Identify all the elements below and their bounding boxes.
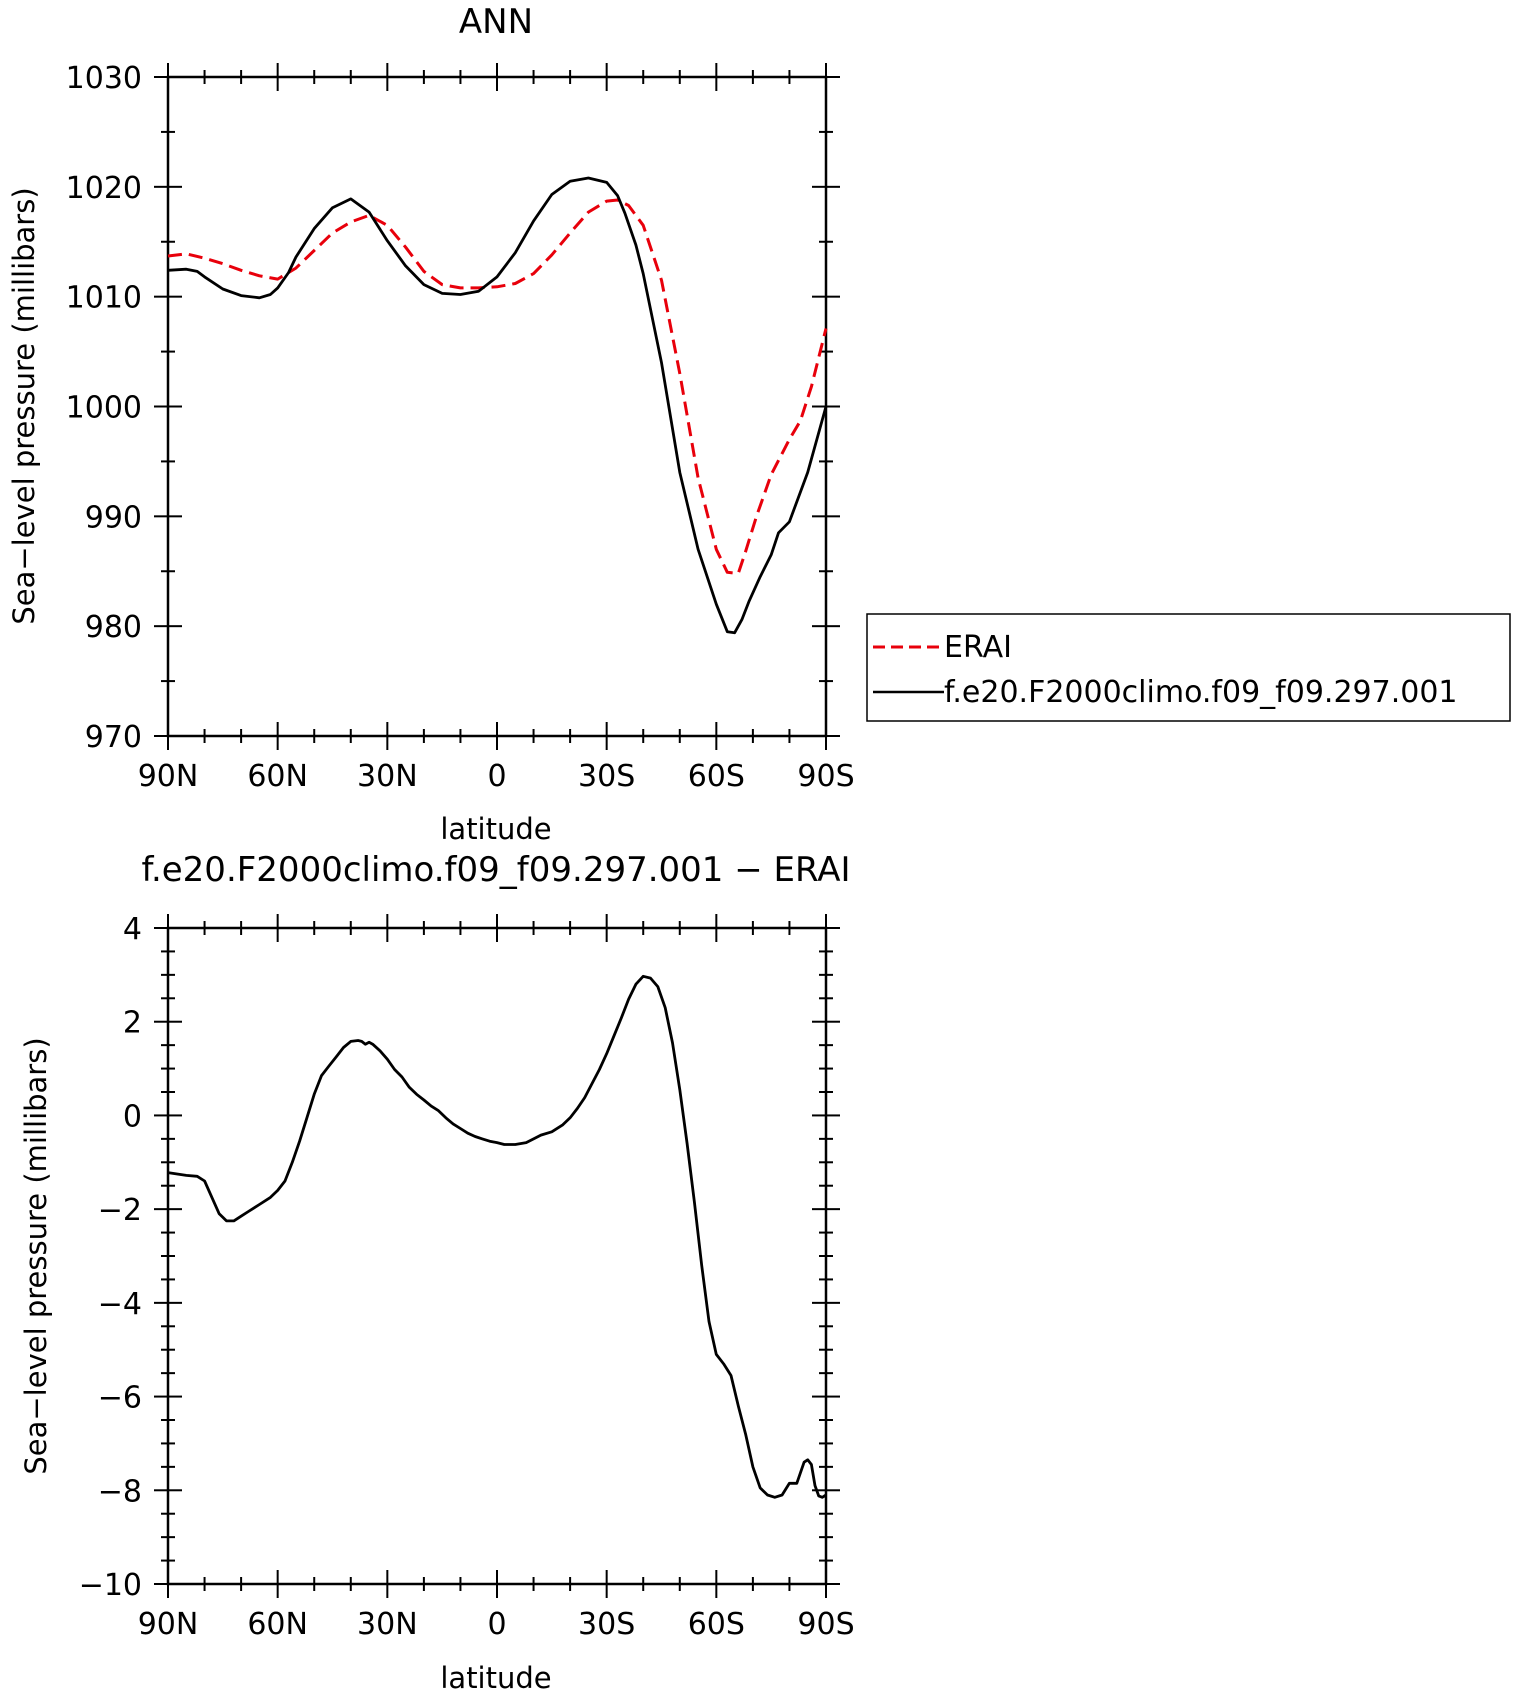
y-tick-label: 970 [85,720,142,755]
y-tick-label: 0 [123,1099,142,1134]
x-tick-label: 30N [357,759,418,794]
legend-label-model: f.e20.F2000climo.f09_f09.297.001 [944,675,1458,710]
y-axis-label: Sea−level pressure (millibars) [19,1037,53,1474]
y-tick-label: 1000 [66,391,142,426]
y-tick-label: −2 [98,1193,142,1228]
chart-title: f.e20.F2000climo.f09_f09.297.001 − ERAI [141,850,850,890]
y-tick-label: 1020 [66,171,142,206]
y-tick-label: 990 [85,500,142,535]
x-tick-label: 90N [138,1607,199,1642]
plot-frame [166,75,828,738]
panel-bottom: f.e20.F2000climo.f09_f09.297.001 − ERAI … [19,850,855,1693]
y-axis-label: Sea−level pressure (millibars) [7,187,41,624]
legend: ERAI f.e20.F2000climo.f09_f09.297.001 [866,613,1511,722]
x-tick-label: 90S [797,759,854,794]
y-tick-label: −4 [98,1287,142,1322]
y-tick-label: −10 [79,1568,142,1603]
series-line-difference [167,974,827,1499]
x-tick-label: 0 [487,1607,506,1642]
plot-frame [166,926,828,1586]
x-axis-label: latitude [440,812,551,846]
y-tick-label: 2 [123,1006,142,1041]
x-tick-label: 90N [138,759,199,794]
x-tick-label: 60N [247,1607,308,1642]
x-tick-label: 0 [487,759,506,794]
legend-box [866,613,1511,722]
x-tick-label: 30S [578,1607,635,1642]
y-tick-label: 4 [123,912,142,947]
chart-title: ANN [459,2,533,42]
y-tick-label: −8 [98,1474,142,1509]
x-tick-label: 30S [578,759,635,794]
x-tick-label: 60N [247,759,308,794]
series-line-erai [167,198,828,575]
panel-top: ANN 90N 60N 30N 0 30S 60S 90S 1030 1020 1010 1000 9… [7,2,1511,846]
x-tick-label: 90S [797,1607,854,1642]
legend-label-erai: ERAI [944,630,1012,665]
x-tick-label: 30N [357,1607,418,1642]
series-line-f-e20-f2000climo-f09-f09-297-001 [167,176,828,635]
y-tick-label: −6 [98,1381,142,1416]
x-axis-label: latitude [440,1661,551,1693]
y-tick-label: 1030 [66,61,142,96]
x-tick-label: 60S [688,759,745,794]
y-tick-label: 1010 [66,281,142,316]
y-tick-label: 980 [85,610,142,645]
x-tick-label: 60S [688,1607,745,1642]
